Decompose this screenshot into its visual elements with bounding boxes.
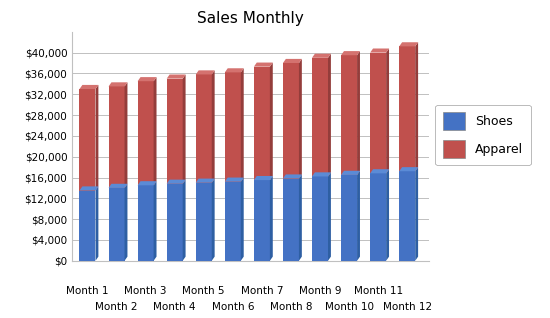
- Text: Month 1: Month 1: [66, 286, 109, 296]
- Text: Month 10: Month 10: [324, 302, 373, 312]
- Polygon shape: [153, 181, 157, 261]
- Bar: [341, 55, 357, 175]
- Text: Month 9: Month 9: [299, 286, 341, 296]
- Bar: [399, 46, 415, 171]
- Polygon shape: [212, 70, 214, 183]
- Polygon shape: [270, 63, 273, 180]
- Polygon shape: [124, 82, 128, 188]
- Polygon shape: [138, 77, 157, 81]
- Bar: [370, 173, 386, 261]
- Bar: [283, 178, 299, 261]
- Bar: [196, 74, 212, 183]
- Polygon shape: [96, 186, 98, 261]
- Bar: [399, 171, 415, 261]
- Polygon shape: [196, 70, 214, 74]
- Polygon shape: [283, 174, 302, 178]
- Bar: [312, 176, 328, 261]
- Polygon shape: [399, 167, 418, 171]
- Text: Month 4: Month 4: [153, 302, 196, 312]
- Polygon shape: [225, 68, 244, 73]
- Bar: [225, 73, 241, 182]
- Polygon shape: [124, 184, 128, 261]
- Bar: [167, 184, 183, 261]
- Polygon shape: [386, 169, 389, 261]
- Bar: [254, 180, 270, 261]
- Text: Month 5: Month 5: [183, 286, 225, 296]
- Bar: [108, 188, 124, 261]
- Polygon shape: [80, 85, 98, 89]
- Bar: [167, 79, 183, 184]
- Text: Month 11: Month 11: [354, 286, 403, 296]
- Polygon shape: [241, 68, 244, 182]
- Polygon shape: [138, 181, 157, 185]
- Bar: [196, 183, 212, 261]
- Polygon shape: [108, 184, 128, 188]
- Polygon shape: [357, 51, 360, 175]
- Polygon shape: [415, 167, 418, 261]
- Polygon shape: [270, 176, 273, 261]
- Polygon shape: [254, 176, 273, 180]
- Bar: [80, 190, 96, 261]
- Polygon shape: [254, 63, 273, 67]
- Polygon shape: [415, 42, 418, 171]
- Bar: [138, 185, 153, 261]
- Polygon shape: [328, 172, 331, 261]
- Bar: [80, 89, 96, 190]
- Polygon shape: [341, 51, 360, 55]
- Polygon shape: [241, 177, 244, 261]
- Bar: [370, 52, 386, 173]
- Polygon shape: [341, 171, 360, 175]
- Polygon shape: [196, 179, 214, 183]
- Polygon shape: [225, 177, 244, 182]
- Text: Month 8: Month 8: [270, 302, 312, 312]
- Text: Month 3: Month 3: [124, 286, 167, 296]
- Polygon shape: [183, 74, 185, 184]
- Polygon shape: [80, 186, 98, 190]
- Polygon shape: [153, 77, 157, 185]
- Polygon shape: [328, 54, 331, 176]
- Polygon shape: [312, 54, 331, 58]
- Polygon shape: [399, 42, 418, 46]
- Text: Month 2: Month 2: [95, 302, 138, 312]
- Text: Month 7: Month 7: [241, 286, 283, 296]
- Bar: [138, 81, 153, 185]
- Polygon shape: [108, 82, 128, 86]
- Polygon shape: [370, 169, 389, 173]
- Polygon shape: [96, 85, 98, 190]
- Bar: [283, 63, 299, 178]
- Polygon shape: [386, 48, 389, 173]
- Bar: [312, 58, 328, 176]
- Title: Sales Monthly: Sales Monthly: [197, 11, 304, 26]
- Polygon shape: [283, 59, 302, 63]
- Polygon shape: [167, 180, 185, 184]
- Polygon shape: [212, 179, 214, 261]
- Polygon shape: [299, 59, 302, 178]
- Polygon shape: [167, 74, 185, 79]
- Bar: [108, 86, 124, 188]
- Polygon shape: [183, 180, 185, 261]
- Legend: Shoes, Apparel: Shoes, Apparel: [435, 105, 531, 165]
- Bar: [225, 182, 241, 261]
- Polygon shape: [357, 171, 360, 261]
- Text: Month 12: Month 12: [383, 302, 432, 312]
- Polygon shape: [312, 172, 331, 176]
- Bar: [341, 175, 357, 261]
- Bar: [254, 67, 270, 180]
- Polygon shape: [299, 174, 302, 261]
- Text: Month 6: Month 6: [212, 302, 254, 312]
- Polygon shape: [370, 48, 389, 52]
